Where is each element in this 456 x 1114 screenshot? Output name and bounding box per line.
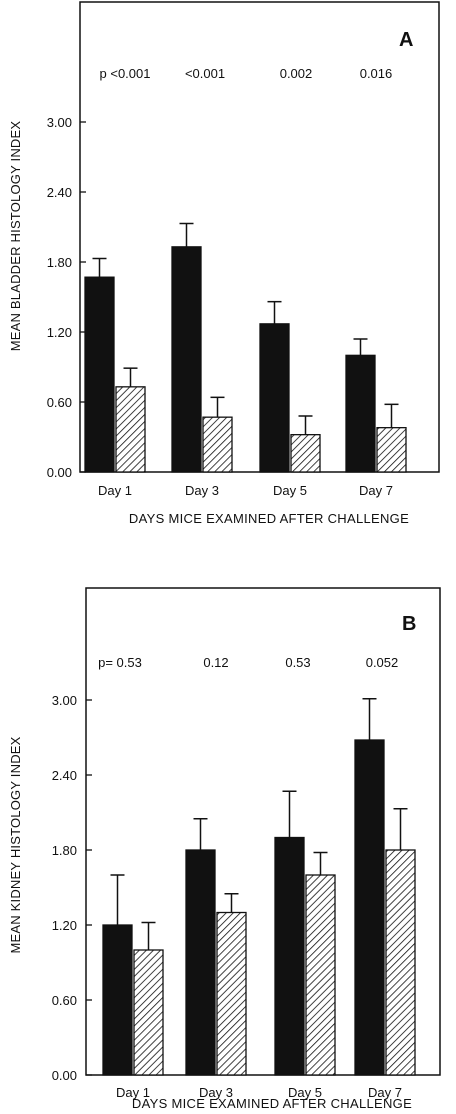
panel-a-p-value: <0.001 (185, 66, 225, 81)
panel-b-bar-solid (274, 836, 305, 1076)
panel-a-y-tick-label: 1.80 (47, 255, 72, 270)
panel-b-marks: 0.00 0.60 1.20 1.80 2.40 3.00 Day 1 p= 0.53 Day … (52, 655, 416, 1100)
panel-a-marks: 0.00 0.60 1.20 1.80 2.40 3.00 Day 1 p <0.001 Day… (47, 66, 407, 498)
panel-b-p-value: p= 0.53 (98, 655, 142, 670)
panel-a-label: A (399, 29, 413, 51)
panel-b-x-tick-label: Day 5 (288, 1085, 322, 1100)
panel-a-p-value: 0.016 (360, 66, 393, 81)
panel-a-y-tick-label: 0.00 (47, 465, 72, 480)
panel-b-y-tick-label: 3.00 (52, 693, 77, 708)
panel-a-y-axis-label: MEAN BLADDER HISTOLOGY INDEX (8, 121, 23, 352)
panel-b-x-tick-label: Day 1 (116, 1085, 150, 1100)
panel-b-y-tick-label: 0.00 (52, 1068, 77, 1083)
panel-b-bar-hatched (305, 874, 336, 1076)
panel-b-x-tick-label: Day 7 (368, 1085, 402, 1100)
panel-a-y-tick-label: 0.60 (47, 395, 72, 410)
panel-b-bar-solid (185, 849, 216, 1076)
panel-a-y-tick-label: 1.20 (47, 325, 72, 340)
panel-a-bar-solid (84, 276, 115, 473)
panel-b-bar-hatched (385, 849, 416, 1076)
panel-b-p-value: 0.052 (366, 655, 399, 670)
panel-b-bar-hatched (133, 949, 164, 1076)
panel-a-y-tick-label: 2.40 (47, 185, 72, 200)
panel-b: B MEAN KIDNEY HISTOLOGY INDEX DAYS MICE … (8, 587, 441, 1111)
panel-a-x-tick-label: Day 3 (185, 483, 219, 498)
panel-a-bar-hatched (290, 434, 321, 473)
panel-b-y-tick-label: 1.80 (52, 843, 77, 858)
panel-b-y-tick-label: 1.20 (52, 918, 77, 933)
panel-a-x-tick-label: Day 5 (273, 483, 307, 498)
panel-b-p-value: 0.53 (285, 655, 310, 670)
panel-b-p-value: 0.12 (203, 655, 228, 670)
panel-a-bar-solid (171, 246, 202, 473)
panel-a-y-tick-label: 3.00 (47, 115, 72, 130)
panel-b-bar-hatched (216, 911, 247, 1076)
panel-b-y-tick-label: 0.60 (52, 993, 77, 1008)
panel-b-x-tick-label: Day 3 (199, 1085, 233, 1100)
panel-a: A MEAN BLADDER HISTOLOGY INDEX DAYS MICE… (8, 1, 440, 526)
panel-b-x-axis-label: DAYS MICE EXAMINED AFTER CHALLENGE (132, 1096, 412, 1111)
panel-a-x-tick-label: Day 1 (98, 483, 132, 498)
panel-a-p-value: 0.002 (280, 66, 313, 81)
panel-b-bar-solid (354, 739, 385, 1076)
panel-b-label: B (402, 613, 416, 635)
panel-a-bar-solid (259, 323, 290, 473)
panel-a-x-axis-label: DAYS MICE EXAMINED AFTER CHALLENGE (129, 511, 409, 526)
panel-b-y-tick-label: 2.40 (52, 768, 77, 783)
panel-a-bar-hatched (376, 427, 407, 473)
panel-b-y-axis-label: MEAN KIDNEY HISTOLOGY INDEX (8, 736, 23, 953)
panel-a-x-tick-label: Day 7 (359, 483, 393, 498)
panel-a-bar-solid (345, 354, 376, 473)
panel-b-frame (85, 587, 441, 1076)
panel-a-bar-hatched (202, 416, 233, 473)
panel-b-bar-solid (102, 924, 133, 1076)
panel-a-p-value: p <0.001 (100, 66, 151, 81)
panel-a-bar-hatched (115, 386, 146, 473)
